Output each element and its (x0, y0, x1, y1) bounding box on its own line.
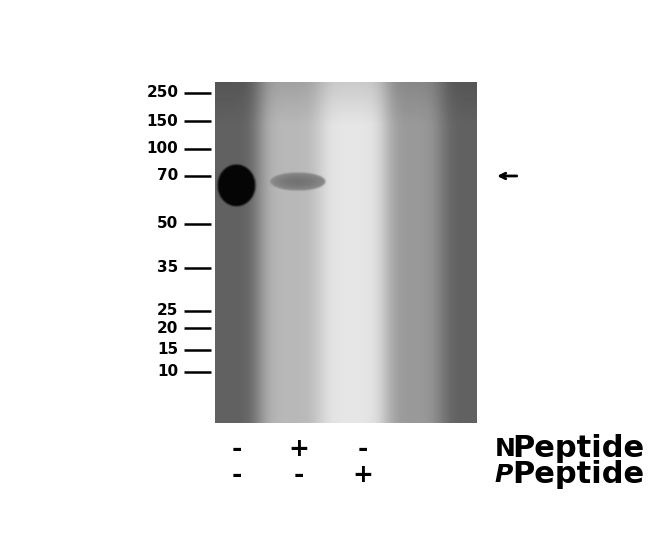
Text: -: - (231, 437, 242, 461)
Text: 10: 10 (157, 365, 179, 379)
Text: -: - (231, 463, 242, 487)
Text: 35: 35 (157, 260, 179, 276)
Text: 100: 100 (147, 141, 179, 156)
Text: Peptide: Peptide (512, 460, 644, 489)
Text: +: + (289, 437, 309, 461)
Text: N: N (494, 437, 515, 461)
Text: 250: 250 (146, 85, 179, 100)
Text: -: - (294, 463, 304, 487)
Text: 25: 25 (157, 303, 179, 318)
Text: 15: 15 (157, 342, 179, 357)
Text: 150: 150 (147, 114, 179, 129)
Text: +: + (352, 463, 373, 487)
Text: 20: 20 (157, 321, 179, 336)
Text: 70: 70 (157, 169, 179, 184)
Text: -: - (357, 437, 367, 461)
Text: Peptide: Peptide (512, 435, 644, 463)
Text: P: P (494, 463, 513, 487)
Text: 50: 50 (157, 216, 179, 231)
